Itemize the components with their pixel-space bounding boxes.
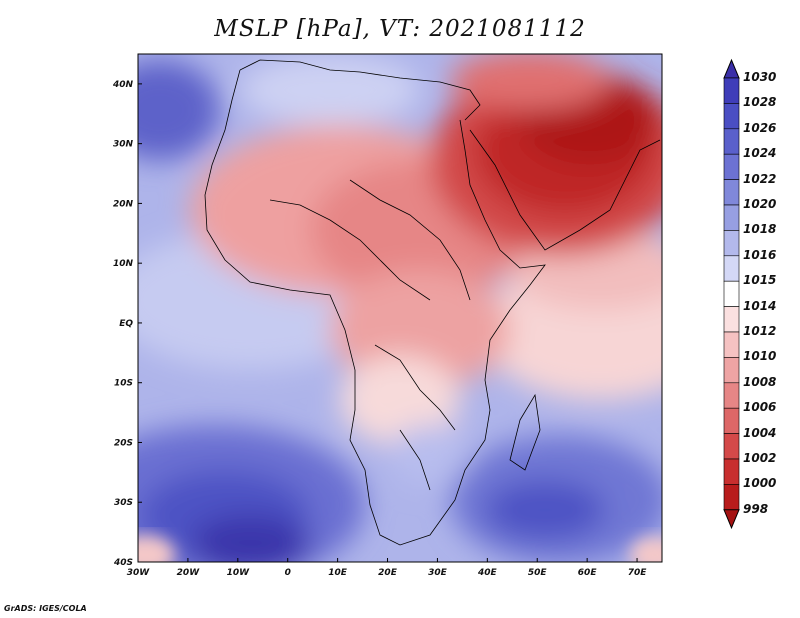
y-tick-label: 10S: [114, 379, 133, 389]
colorbar-label: 1006: [743, 400, 777, 415]
colorbar-label: 1002: [743, 451, 777, 465]
colorbar-bottom-arrow: [723, 509, 740, 530]
x-tick-label: 70E: [628, 568, 648, 578]
colorbar-swatch: [723, 280, 740, 307]
colorbar-swatch: [723, 382, 740, 409]
colorbar-swatch: [723, 153, 740, 180]
colorbar-label: 1015: [743, 273, 777, 288]
y-tick-label: 20N: [113, 199, 134, 209]
colorbar-label: 1022: [743, 171, 777, 186]
colorbar-swatch: [723, 433, 740, 460]
x-tick-label: 0: [285, 568, 291, 578]
colorbar-swatch: [723, 484, 740, 511]
colorbar-swatch: [723, 255, 740, 282]
y-tick-label: 30N: [113, 140, 134, 150]
x-tick-label: 60E: [578, 568, 598, 578]
colorbar-top-arrow: [723, 58, 740, 79]
x-tick-label: 30W: [127, 568, 151, 578]
footer-credit: GrADS: IGES/COLA: [4, 604, 87, 613]
colorbar-label: 1024: [743, 146, 777, 161]
colorbar-swatch: [723, 128, 740, 155]
colorbar-swatch: [723, 179, 740, 206]
colorbar-swatch: [723, 77, 740, 104]
colorbar-label: 1000: [743, 476, 777, 491]
y-tick-label: EQ: [119, 319, 133, 329]
x-tick-label: 10E: [328, 568, 348, 578]
plot-frame: [137, 53, 663, 563]
map-title: MSLP [hPa], VT: 2021081112: [214, 16, 586, 42]
colorbar-label: 1004: [743, 425, 777, 440]
y-tick-label: 10N: [113, 259, 134, 269]
y-tick-label: 40N: [112, 80, 134, 90]
colorbar-label: 998: [743, 501, 769, 516]
x-tick-label: 40E: [477, 568, 498, 578]
colorbar-swatch: [723, 458, 740, 485]
colorbar-label: 1020: [743, 197, 777, 211]
y-tick-label: 20S: [114, 438, 133, 448]
colorbar-label: 1014: [743, 298, 777, 313]
colorbar-swatch: [723, 306, 740, 333]
x-tick-label: 50E: [528, 568, 548, 578]
colorbar-label: 1026: [743, 120, 777, 135]
colorbar-swatch: [723, 103, 740, 130]
x-tick-label: 20E: [378, 568, 398, 578]
colorbar-swatch: [723, 407, 740, 434]
colorbar-label: 1018: [743, 222, 777, 237]
colorbar-swatch: [723, 204, 740, 231]
y-tick-label: 40S: [113, 558, 133, 568]
colorbar-swatch: [723, 331, 740, 358]
pressure-field: [138, 54, 662, 562]
coastlines: [204, 59, 661, 546]
colorbar-swatch: [723, 357, 740, 384]
x-tick-label: 20W: [177, 568, 201, 578]
colorbar-label: 1028: [743, 95, 777, 110]
x-axis: 30W 20W 10W 0 10E 20E 30E 40E 50E 60E 70E: [127, 558, 647, 578]
colorbar-label: 1012: [743, 324, 777, 338]
colorbar-swatch: [723, 230, 740, 257]
y-axis: 40N 30N 20N 10N EQ 10S 20S 30S 40S: [112, 80, 142, 568]
y-tick-label: 30S: [114, 498, 133, 508]
colorbar-label: 1030: [743, 70, 777, 84]
x-tick-label: 30E: [428, 568, 448, 578]
colorbar: [723, 58, 740, 530]
colorbar-label: 1010: [743, 349, 777, 364]
colorbar-label: 1008: [743, 374, 777, 389]
x-tick-label: 10W: [227, 568, 251, 578]
colorbar-label: 1016: [743, 247, 777, 262]
